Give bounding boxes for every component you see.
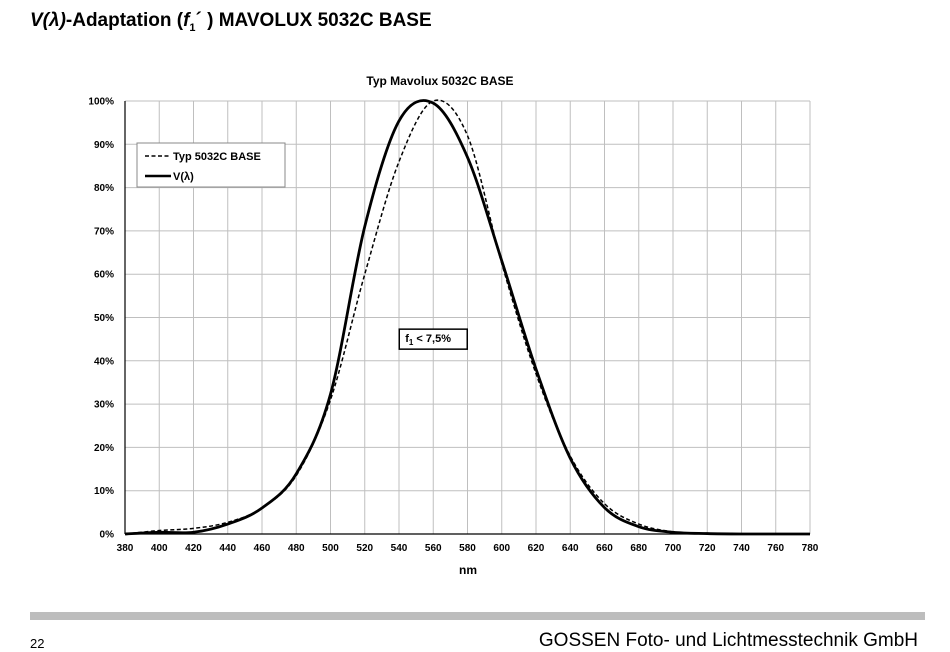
chart-title: Typ Mavolux 5032C BASE: [366, 74, 513, 88]
x-tick-660: 660: [596, 543, 613, 554]
x-tick-640: 640: [562, 543, 579, 554]
x-tick-520: 520: [356, 543, 373, 554]
title-adaptation: -Adaptation (: [65, 10, 184, 31]
x-tick-780: 780: [802, 543, 819, 554]
x-axis-label: nm: [459, 563, 477, 577]
footer-bar: [30, 612, 925, 620]
series-lines: [124, 99, 810, 536]
title-f: f: [183, 10, 190, 31]
f1-annotation: f1 < 7,5%: [398, 328, 468, 350]
x-tick-380: 380: [117, 543, 134, 554]
y-tick-30: 30%: [94, 400, 114, 411]
x-tick-760: 760: [767, 543, 784, 554]
company-name: GOSSEN Foto- und Lichtmesstechnik GmbH: [538, 630, 918, 651]
legend-box: [136, 142, 286, 188]
legend-label-typ-5032c-base: Typ 5032C BASE: [173, 151, 261, 163]
series-line-v-lambda: [124, 99, 810, 536]
y-tick-20: 20%: [94, 443, 114, 454]
x-tick-460: 460: [254, 543, 271, 554]
y-tick-50: 50%: [94, 313, 114, 324]
x-tick-440: 440: [219, 543, 236, 554]
y-tick-70: 70%: [94, 226, 114, 237]
x-tick-740: 740: [733, 543, 750, 554]
annotation-f: f: [405, 333, 409, 345]
y-tick-100: 100%: [88, 97, 114, 108]
legend-label-v-lambda: V(λ): [173, 171, 194, 183]
x-tick-560: 560: [425, 543, 442, 554]
title-prime: ´: [195, 10, 202, 31]
y-tick-60: 60%: [94, 270, 114, 281]
x-tick-620: 620: [528, 543, 545, 554]
x-tick-480: 480: [288, 543, 305, 554]
annotation-text: f1 < 7,5%: [405, 333, 451, 347]
x-tick-400: 400: [151, 543, 168, 554]
y-tick-80: 80%: [94, 183, 114, 194]
x-tick-600: 600: [493, 543, 510, 554]
x-tick-720: 720: [699, 543, 716, 554]
x-tick-580: 580: [459, 543, 476, 554]
y-tick-10: 10%: [94, 486, 114, 497]
legend: Typ 5032C BASE V(λ): [136, 142, 286, 188]
x-tick-680: 680: [630, 543, 647, 554]
title-v-lambda: V(λ): [30, 10, 66, 31]
x-tick-500: 500: [322, 543, 339, 554]
annotation-threshold: < 7,5%: [413, 333, 451, 345]
x-tick-540: 540: [391, 543, 408, 554]
title-product: ) MAVOLUX 5032C BASE: [201, 10, 432, 31]
grid-lines: [124, 100, 811, 535]
x-tick-700: 700: [665, 543, 682, 554]
title-f-subscript: 1: [189, 21, 196, 34]
spectral-chart: Typ Mavolux 5032C BASE 380 400 420 440 460 48…: [88, 74, 819, 577]
y-tick-0: 0%: [100, 530, 115, 541]
y-tick-40: 40%: [94, 356, 114, 367]
y-tick-90: 90%: [94, 140, 114, 151]
x-tick-420: 420: [185, 543, 202, 554]
page-number: 22: [30, 636, 45, 651]
document-title: V(λ)-Adaptation (f1´ ) MAVOLUX 5032C BAS…: [30, 10, 432, 34]
annotation-subscript: 1: [409, 338, 414, 347]
annotation-box: [398, 328, 468, 350]
